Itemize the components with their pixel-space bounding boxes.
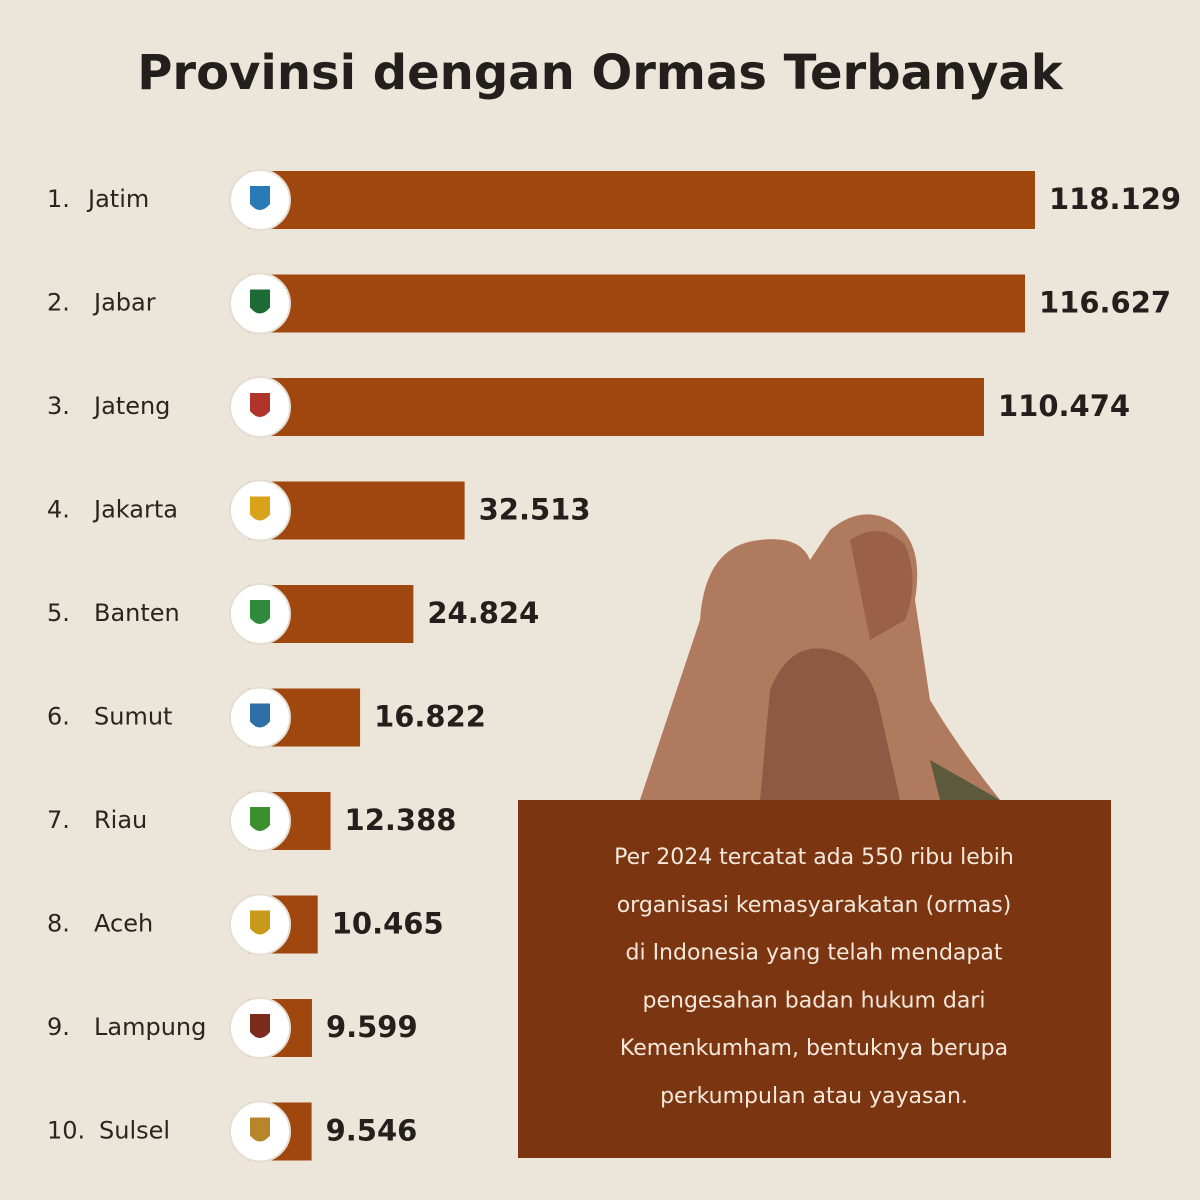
category-label: Banten (94, 599, 180, 627)
category-label: Riau (94, 806, 147, 834)
category-label: Jatim (86, 185, 149, 213)
rank: 10. (47, 1117, 85, 1145)
rank: 5. (47, 599, 70, 627)
rank: 2. (47, 289, 70, 317)
category-label: Jateng (92, 392, 170, 420)
annotation-line: Per 2024 tercatat ada 550 ribu lebih (614, 845, 1014, 870)
province-logo-emblem (250, 807, 270, 831)
rank: 8. (47, 910, 70, 938)
annotation-line: pengesahan badan hukum dari (643, 988, 986, 1013)
province-logo-emblem (250, 289, 270, 314)
annotation-line: perkumpulan atau yayasan. (660, 1084, 968, 1109)
value-label: 9.546 (326, 1114, 418, 1148)
note-box (518, 800, 1111, 1158)
annotation-line: di Indonesia yang telah mendapat (626, 941, 1003, 966)
value-label: 24.824 (427, 596, 539, 630)
category-label: Jabar (92, 289, 156, 317)
province-logo-emblem (250, 393, 270, 417)
category-label: Aceh (94, 910, 153, 938)
province-logo-emblem (250, 910, 270, 935)
rank: 3. (47, 392, 70, 420)
value-label: 9.599 (326, 1010, 418, 1044)
rank: 6. (47, 703, 70, 731)
value-label: 110.474 (998, 389, 1130, 423)
category-label: Sumut (94, 703, 172, 731)
category-label: Sulsel (99, 1117, 170, 1145)
bar (248, 171, 1035, 229)
annotation-line: organisasi kemasyarakatan (ormas) (617, 893, 1012, 918)
province-logo-emblem (250, 1117, 270, 1142)
rank: 9. (47, 1013, 70, 1041)
rank: 1. (47, 185, 70, 213)
category-label: Lampung (94, 1013, 206, 1041)
province-logo-emblem (250, 186, 270, 210)
chart-title: Provinsi dengan Ormas Terbanyak (137, 45, 1064, 101)
category-label: Jakarta (92, 496, 178, 524)
rank: 4. (47, 496, 70, 524)
value-label: 118.129 (1049, 182, 1181, 216)
value-label: 16.822 (374, 700, 486, 734)
province-logo-emblem (250, 703, 270, 728)
province-logo-emblem (250, 1014, 270, 1038)
bar (248, 378, 985, 436)
rank: 7. (47, 806, 70, 834)
value-label: 32.513 (479, 493, 591, 527)
hands-illustration (640, 514, 1000, 800)
bar (248, 274, 1025, 333)
province-logo-emblem (250, 600, 270, 624)
annotation-line: Kemenkumham, bentuknya berupa (620, 1036, 1008, 1061)
value-label: 10.465 (332, 907, 444, 941)
value-label: 116.627 (1039, 286, 1171, 320)
province-logo-emblem (250, 496, 270, 521)
value-label: 12.388 (345, 803, 457, 837)
